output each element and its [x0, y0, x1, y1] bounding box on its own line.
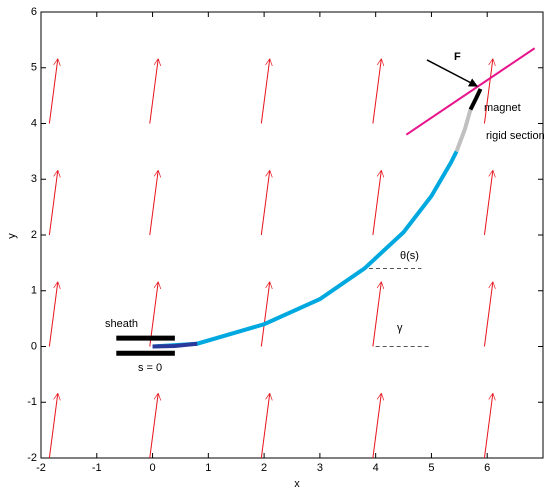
x-tick-label: 0	[149, 462, 155, 474]
field-arrow	[48, 282, 57, 347]
field-arrow	[372, 282, 381, 347]
field-arrow	[260, 282, 269, 347]
field-arrow	[372, 59, 381, 124]
x-tick-label: -2	[36, 462, 46, 474]
y-tick-label: 1	[31, 285, 37, 297]
annotation: F	[454, 51, 461, 63]
field-arrow	[372, 171, 381, 236]
field-arrow	[149, 394, 158, 459]
field-arrow	[483, 282, 492, 347]
field-arrow	[260, 394, 269, 459]
x-tick-label: 4	[373, 462, 379, 474]
y-tick-label: 6	[31, 6, 37, 18]
y-tick-label: 0	[31, 340, 37, 352]
force-arrow	[426, 59, 478, 87]
annotation: magnet	[484, 102, 521, 114]
y-tick-label: -1	[27, 396, 37, 408]
y-tick-label: 4	[31, 117, 37, 129]
curve	[152, 341, 198, 349]
x-tick-label: 2	[261, 462, 267, 474]
field-arrow	[48, 171, 57, 236]
field-arrow	[48, 59, 57, 124]
annotation: rigid section	[486, 130, 544, 142]
field-arrow	[483, 394, 492, 459]
x-tick-label: 5	[428, 462, 434, 474]
x-label: x	[294, 478, 300, 490]
annotation: γ	[397, 322, 403, 334]
field-arrow	[483, 59, 492, 124]
curve	[152, 150, 459, 349]
x-tick-label: 6	[484, 462, 490, 474]
y-tick-label: 3	[31, 173, 37, 185]
x-tick-label: -1	[92, 462, 102, 474]
x-tick-label: 3	[317, 462, 323, 474]
field-arrow	[483, 171, 492, 236]
field-arrow	[372, 394, 381, 459]
axes-box	[40, 11, 544, 459]
field-arrow	[149, 59, 158, 124]
annotation: sheath	[105, 318, 138, 330]
annotation: θ(s)	[400, 250, 419, 262]
x-tick-label: 1	[205, 462, 211, 474]
y-tick-label: 2	[31, 229, 37, 241]
field-arrow	[48, 394, 57, 459]
field-arrow	[260, 59, 269, 124]
curve	[405, 47, 536, 136]
curve	[468, 88, 483, 111]
y-tick-label: 5	[31, 62, 37, 74]
field-arrow	[260, 171, 269, 236]
curve	[454, 109, 473, 153]
y-label: y	[6, 233, 18, 239]
y-tick-label: -2	[27, 452, 37, 464]
annotation: s = 0	[138, 362, 162, 374]
field-arrow	[149, 171, 158, 236]
